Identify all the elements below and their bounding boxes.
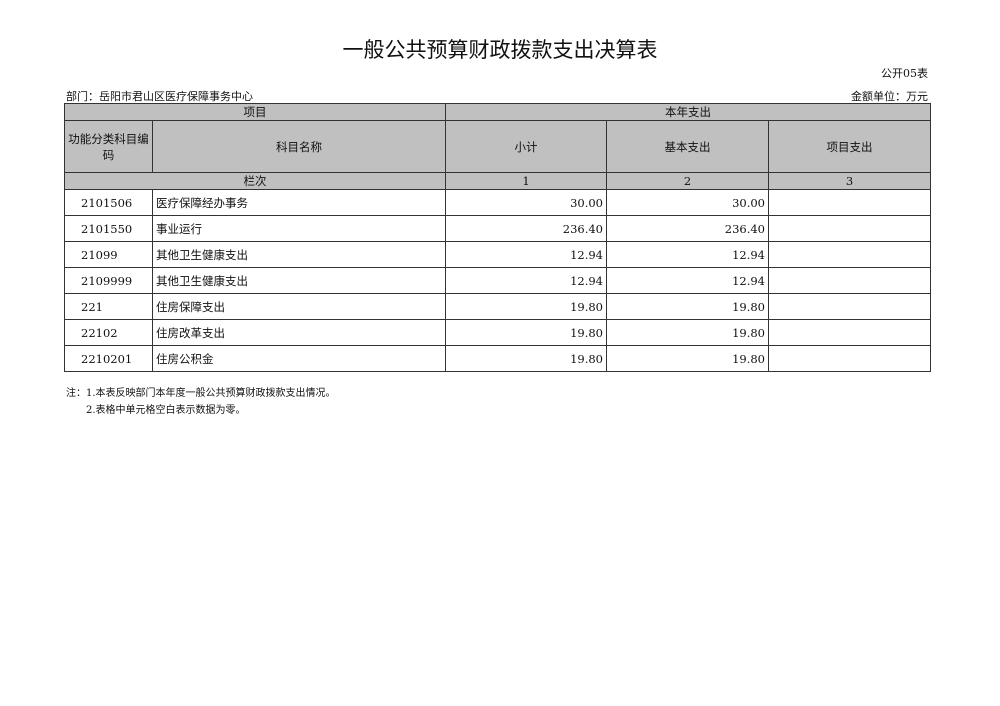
cell-project — [767, 215, 932, 242]
cell-name: 医疗保障经办事务 — [152, 189, 446, 216]
cell-basic: 12.94 — [606, 241, 769, 268]
table-row: 2101506 医疗保障经办事务 30.00 30.00 — [64, 189, 932, 216]
cell-subtotal: 19.80 — [445, 345, 607, 372]
table-row: 21099 其他卫生健康支出 12.94 12.94 — [64, 241, 932, 268]
cell-project — [767, 293, 932, 320]
cell-name: 住房保障支出 — [152, 293, 446, 320]
table-row: 22102 住房改革支出 19.80 19.80 — [64, 319, 932, 346]
header-column-index: 栏次 — [64, 172, 446, 190]
cell-project — [767, 319, 932, 346]
cell-subtotal: 236.40 — [445, 215, 607, 242]
cell-basic: 19.80 — [606, 319, 769, 346]
cell-project — [767, 241, 932, 268]
note-2: 2.表格中单元格空白表示数据为零。 — [86, 405, 246, 416]
table-row: 2109999 其他卫生健康支出 12.94 12.94 — [64, 267, 932, 294]
unit-label: 金额单位：万元 — [851, 90, 928, 103]
cell-subtotal: 19.80 — [445, 319, 607, 346]
header-basic: 基本支出 — [606, 120, 769, 173]
cell-code: 22102 — [64, 319, 153, 346]
index-1: 1 — [445, 172, 607, 190]
index-2: 2 — [606, 172, 769, 190]
page-title: 一般公共预算财政拨款支出决算表 — [342, 38, 658, 62]
department-label: 部门：岳阳市君山区医疗保障事务中心 — [66, 90, 253, 103]
cell-subtotal: 12.94 — [445, 267, 607, 294]
cell-name: 住房公积金 — [152, 345, 446, 372]
cell-subtotal: 12.94 — [445, 241, 607, 268]
header-subtotal: 小计 — [445, 120, 607, 173]
cell-basic: 19.80 — [606, 345, 769, 372]
cell-code: 2101550 — [64, 215, 153, 242]
cell-basic: 236.40 — [606, 215, 769, 242]
index-3: 3 — [767, 172, 932, 190]
cell-project — [767, 345, 932, 372]
header-project-exp: 项目支出 — [767, 120, 932, 173]
table-row: 221 住房保障支出 19.80 19.80 — [64, 293, 932, 320]
cell-basic: 30.00 — [606, 189, 769, 216]
cell-code: 2101506 — [64, 189, 153, 216]
cell-basic: 19.80 — [606, 293, 769, 320]
note-1: 注：1.本表反映部门本年度一般公共预算财政拨款支出情况。 — [66, 388, 336, 399]
table-row: 2101550 事业运行 236.40 236.40 — [64, 215, 932, 242]
cell-code: 2210201 — [64, 345, 153, 372]
cell-code: 21099 — [64, 241, 153, 268]
header-current-year: 本年支出 — [444, 103, 932, 121]
table-row: 2210201 住房公积金 19.80 19.80 — [64, 345, 932, 372]
cell-name: 事业运行 — [152, 215, 446, 242]
cell-subtotal: 30.00 — [445, 189, 607, 216]
cell-code: 2109999 — [64, 267, 153, 294]
cell-name: 其他卫生健康支出 — [152, 241, 446, 268]
notes: 注：1.本表反映部门本年度一般公共预算财政拨款支出情况。 2.表格中单元格空白表… — [66, 385, 336, 419]
cell-project — [767, 267, 932, 294]
cell-basic: 12.94 — [606, 267, 769, 294]
cell-subtotal: 19.80 — [445, 293, 607, 320]
cell-project — [767, 189, 932, 216]
cell-code: 221 — [64, 293, 153, 320]
cell-name: 其他卫生健康支出 — [152, 267, 446, 294]
header-code: 功能分类科目编码 — [64, 120, 153, 173]
header-project: 项目 — [64, 103, 446, 121]
form-code: 公开05表 — [881, 67, 928, 80]
header-name: 科目名称 — [152, 120, 446, 173]
expenditure-table: 项目 本年支出 功能分类科目编码 科目名称 小计 基本支出 项目支出 栏次 1 … — [64, 103, 932, 372]
cell-name: 住房改革支出 — [152, 319, 446, 346]
